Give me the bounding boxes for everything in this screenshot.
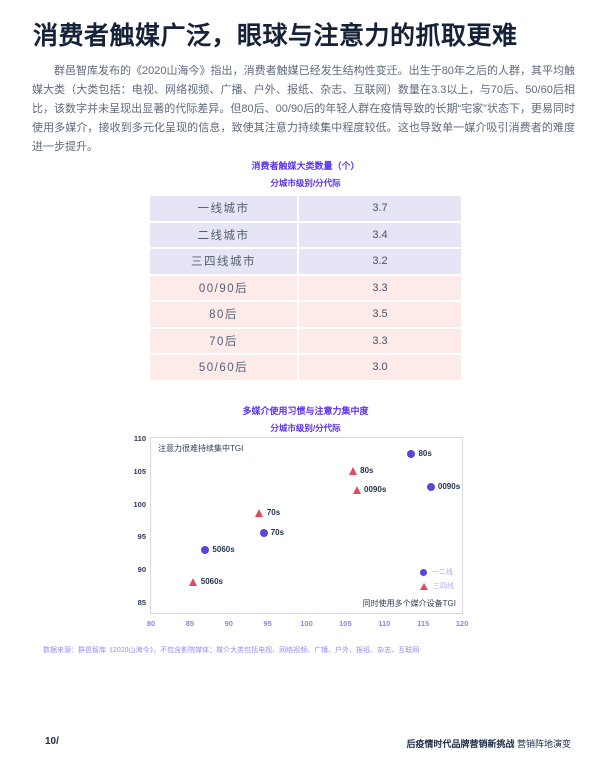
y-axis-tick: 110: [133, 434, 146, 443]
x-axis-tick: 85: [185, 619, 195, 628]
data-point-triangle: [348, 466, 357, 475]
legend-triangle-icon: [420, 582, 428, 590]
row-value-cell: 3.2: [299, 249, 461, 274]
row-label-cell: 00/90后: [150, 275, 297, 300]
data-point-label: 80s: [418, 449, 432, 459]
table-row: 50/60后 3.0: [150, 355, 461, 380]
x-axis-tick: 120: [455, 619, 469, 628]
row-label-cell: 一线城市: [150, 196, 297, 221]
table-row: 二线城市 3.4: [150, 222, 461, 247]
table-row: 00/90后 3.3: [150, 275, 461, 300]
data-point-label: 5060s: [200, 577, 223, 587]
data-point-label: 70s: [266, 508, 281, 518]
x-axis-tick: 110: [378, 619, 391, 628]
x-axis-label: 同时使用多个媒介设备TGI: [362, 599, 456, 608]
x-axis-tick: 95: [263, 619, 272, 628]
data-point-triangle: [352, 486, 361, 495]
legend-item: 三四线: [420, 581, 454, 591]
table-subtitle: 分城市级别/分代际: [270, 178, 341, 188]
chart-legend: 一二线 三四线: [420, 567, 454, 591]
table-row: 三四线城市 3.2: [150, 249, 461, 274]
row-value-cell: 3.5: [299, 302, 461, 327]
y-axis-tick: 100: [133, 499, 146, 509]
data-point-triangle: [189, 578, 198, 587]
y-axis-tick: 105: [133, 466, 146, 476]
legend-circle-icon: [420, 568, 427, 576]
data-point-label: 80s: [360, 465, 374, 475]
table-row: 80后 3.5: [150, 302, 461, 327]
y-axis-tick: 95: [137, 532, 146, 542]
data-source-footnote: 数据来源：群邑智库《2020山海今》，不包含影院媒体；媒介大类包括电视、网络视频…: [43, 647, 420, 654]
x-axis-tick: 80: [146, 619, 156, 628]
data-point-circle: [426, 483, 435, 492]
row-label-cell: 二线城市: [150, 222, 297, 247]
row-value-cell: 3.3: [299, 275, 461, 300]
data-point-label: 0090s: [437, 482, 461, 492]
x-axis-tick: 100: [300, 619, 313, 628]
y-axis-label: 注意力很难持续集中TGI: [158, 444, 244, 453]
chart-header: 多媒介使用习惯与注意力集中度 分城市级别/分代际: [150, 404, 461, 434]
data-point-label: 70s: [270, 528, 285, 538]
table-row: 70后 3.3: [150, 328, 461, 353]
x-axis-tick: 90: [224, 619, 233, 628]
row-value-cell: 3.3: [299, 328, 461, 353]
page-title: 消费者触媒广泛，眼球与注意力的抓取更难: [33, 22, 518, 50]
y-axis-tick: 85: [137, 598, 146, 607]
row-label-cell: 50/60后: [150, 355, 297, 380]
data-point-circle: [407, 450, 416, 459]
body-paragraph: 群邑智库发布的《2020山海今》指出，消费者触媒已经发生结构性变迁。出生于80年…: [32, 65, 575, 153]
legend-label: 三四线: [433, 583, 454, 590]
footer-report-line: 后疫情时代品牌营销新挑战 营销阵地演变: [406, 737, 571, 750]
chart-subtitle: 分城市级别/分代际: [270, 423, 341, 433]
table-header: 消费者触媒大类数量（个） 分城市级别/分代际: [150, 159, 461, 189]
data-point-label: 5060s: [212, 544, 235, 554]
x-axis-tick: 105: [339, 619, 352, 628]
legend-label: 一二线: [432, 569, 453, 576]
footer-page-number: 10/: [45, 736, 59, 747]
y-axis-tick: 90: [137, 565, 146, 575]
table-row: 一线城市 3.7: [150, 196, 461, 221]
row-value-cell: 3.7: [299, 196, 461, 221]
data-point-label: 0090s: [364, 485, 387, 495]
data-point-triangle: [255, 509, 264, 518]
scatter-plot-area: 注意力很难持续集中TGI 同时使用多个媒介设备TGI 一二线三四线 85 90 95…: [133, 434, 468, 628]
data-point-circle: [259, 529, 268, 538]
row-label-cell: 80后: [150, 302, 297, 327]
row-value-cell: 3.0: [299, 355, 461, 380]
row-value-cell: 3.4: [299, 222, 461, 247]
row-label-cell: 70后: [150, 328, 297, 353]
row-label-cell: 三四线城市: [150, 249, 297, 274]
footer-report-title: 后疫情时代品牌营销新挑战: [406, 739, 515, 749]
legend-item: 一二线: [420, 567, 453, 577]
table-title: 消费者触媒大类数量（个）: [251, 161, 360, 171]
footer-section: 营销阵地演变: [516, 739, 571, 749]
x-axis-tick: 115: [417, 619, 430, 628]
media-count-table: 一线城市 3.7 二线城市 3.4 三四线城市 3.2 00/90后 3.3 80后 3.5 70后…: [150, 196, 461, 380]
chart-title: 多媒介使用习惯与注意力集中度: [242, 406, 369, 416]
data-point-circle: [201, 545, 210, 554]
